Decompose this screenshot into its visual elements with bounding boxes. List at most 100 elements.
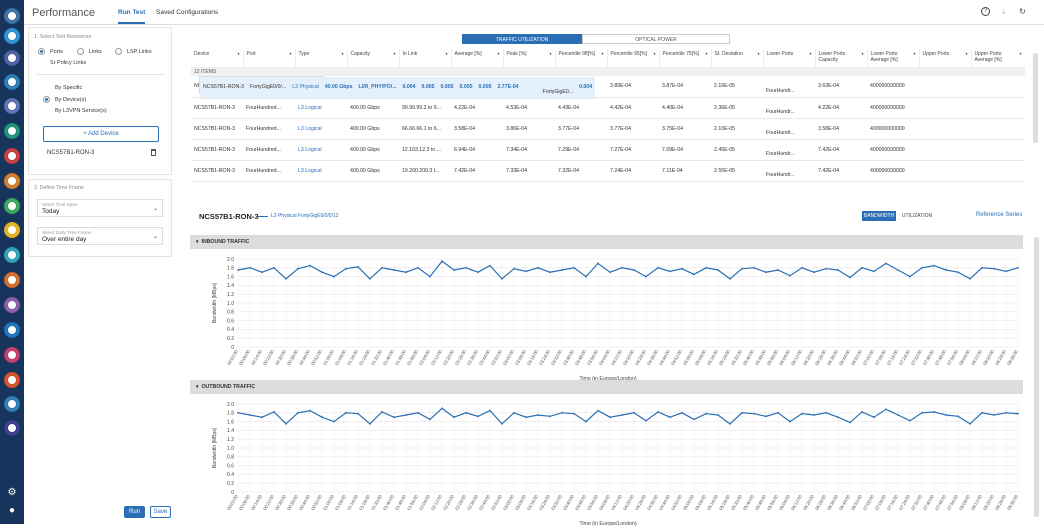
sort-icon[interactable]: ▾ [757,51,760,56]
section-title: 1. Select Test Resources [34,34,92,40]
column-header[interactable]: Capacity ▾ [347,49,400,67]
nav-app-icon[interactable] [4,50,20,66]
column-header[interactable]: Port ▾ [243,49,296,67]
column-header[interactable]: Lower Ports Capacity ▾ [815,49,868,67]
nav-app-icon[interactable] [4,173,20,189]
daily-time-frame-select[interactable]: Select Daily Time Frame Over entire day … [37,227,163,245]
data-point [933,264,935,267]
column-header[interactable]: Type ▾ [295,49,348,67]
radio-lsp-links[interactable] [115,48,122,55]
nav-app-icon[interactable] [4,8,20,24]
sort-icon[interactable]: ▾ [393,51,396,56]
data-point [861,266,863,269]
column-header[interactable]: Percentile 75[%] ▾ [659,49,712,67]
series-line [237,407,1019,425]
nav-app-icon[interactable] [4,347,20,363]
tab-utilization[interactable]: UTILIZATION [901,213,933,219]
outbound-chart-header[interactable]: ▾ OUTBOUND TRAFFIC [190,380,1023,394]
sort-icon[interactable]: ▾ [549,51,552,56]
data-point [693,418,695,421]
delete-icon[interactable] [151,149,156,156]
tab-optical-power[interactable]: OPTICAL POWER [582,34,730,44]
sort-icon[interactable]: ▾ [653,51,656,56]
time-span-select[interactable]: Select Time Span Today ⌄ [37,199,163,217]
table-cell: FortyGigE0/0/... [246,77,290,99]
table-body: NCS57B1-RON-3 FortyGigE0/0/... L3 Physical… [191,76,1025,182]
sort-icon[interactable]: ▾ [913,51,916,56]
tab-saved-configurations[interactable]: Saved Configurations [156,9,219,16]
save-button[interactable]: Save [150,506,171,518]
sort-icon[interactable]: ▾ [705,51,708,56]
detail-scrollbar[interactable] [1034,237,1039,517]
column-header[interactable]: Percentile 95[%] ▾ [607,49,660,67]
sort-icon[interactable]: ▾ [809,51,812,56]
settings-icon[interactable]: ⚙ [7,487,17,498]
results-table: Device ▾ Port ▾ Type ▾ Capacity ▾ In Link ▾ Averag… [191,49,1025,212]
table-scrollbar[interactable] [1033,53,1038,143]
add-device-button[interactable]: + Add Device [43,126,159,142]
help-icon[interactable]: ? [981,7,990,16]
column-header[interactable]: In Link ▾ [399,49,452,67]
column-header[interactable]: Average [%] ▾ [451,49,504,67]
nav-app-icon[interactable] [4,74,20,90]
radio-by-device[interactable] [43,96,50,103]
nav-app-icon[interactable] [4,222,20,238]
sort-icon[interactable]: ▾ [445,51,448,56]
nav-app-icon[interactable] [4,247,20,263]
nav-app-icon[interactable] [4,420,20,436]
column-header[interactable]: St. Deviation ▾ [711,49,764,67]
sort-icon[interactable]: ▾ [965,51,968,56]
nav-app-icon[interactable] [4,322,20,338]
tab-traffic-utilization[interactable]: TRAFFIC UTILIZATION [462,34,582,44]
column-header[interactable]: Lower Ports: Average [%] ▾ [867,49,920,67]
data-point [453,269,455,271]
tab-run-test[interactable]: Run Test [118,9,146,24]
nav-app-icon[interactable] [4,297,20,313]
sort-icon[interactable]: ▾ [237,51,240,56]
select-value: Today [42,208,60,215]
table-row[interactable]: NCS57B1-RON-3 FortyGigE0/0/... L3 Physical… [199,76,596,99]
data-point [681,411,683,414]
outbound-chart: ▾ OUTBOUND TRAFFIC 2.0 1.8 1.6 1.4 1.2 1.0 0.8… [190,380,1023,528]
sort-icon[interactable]: ▾ [861,51,864,56]
y-axis-label: Bandwidth [MBps] [212,282,218,323]
nav-app-icon[interactable] [4,98,20,114]
nav-app-icon[interactable] [4,272,20,288]
sort-icon[interactable]: ▾ [601,51,604,56]
run-button[interactable]: Run [124,506,145,518]
radio-ports[interactable] [38,48,45,55]
table-cell: 400000000000 [867,139,919,161]
data-point [381,411,383,413]
sort-icon[interactable]: ▾ [289,51,292,56]
y-tick-label: 0 [231,490,234,496]
column-header[interactable]: Lower Ports ▾ [763,49,816,67]
column-header[interactable]: Upper Ports ▾ [919,49,972,67]
inbound-chart-header[interactable]: ▾ INBOUND TRAFFIC [190,235,1023,249]
nav-app-icon[interactable] [4,28,20,44]
column-header[interactable]: Peak [%] ▾ [503,49,556,67]
reference-series-link[interactable]: Reference Series [976,212,1023,218]
nav-app-icon[interactable] [4,372,20,388]
refresh-icon[interactable]: ↻ [1019,7,1026,16]
column-header[interactable]: Percentile 98[%] ▾ [555,49,608,67]
nav-app-icon[interactable] [4,198,20,214]
chevron-down-icon: ⌄ [152,234,158,240]
download-icon[interactable]: ⤓ [1001,7,1006,16]
sort-icon[interactable]: ▾ [1019,51,1022,56]
sort-icon[interactable]: ▾ [341,51,344,56]
column-header[interactable]: Upper Ports: Average [%] ▾ [971,49,1025,67]
sort-icon[interactable]: ▾ [497,51,500,56]
nav-app-icon[interactable] [4,123,20,139]
column-header[interactable]: Device ▾ [191,49,244,67]
data-point [945,414,947,416]
nav-app-icon[interactable] [4,396,20,412]
tab-bandwidth[interactable]: BANDWIDTH [862,211,896,221]
radio-links[interactable] [77,48,84,55]
user-icon[interactable]: ● [8,505,16,516]
nav-app-icon[interactable] [4,148,20,164]
table-cell: 4.22E-04 [815,97,867,119]
